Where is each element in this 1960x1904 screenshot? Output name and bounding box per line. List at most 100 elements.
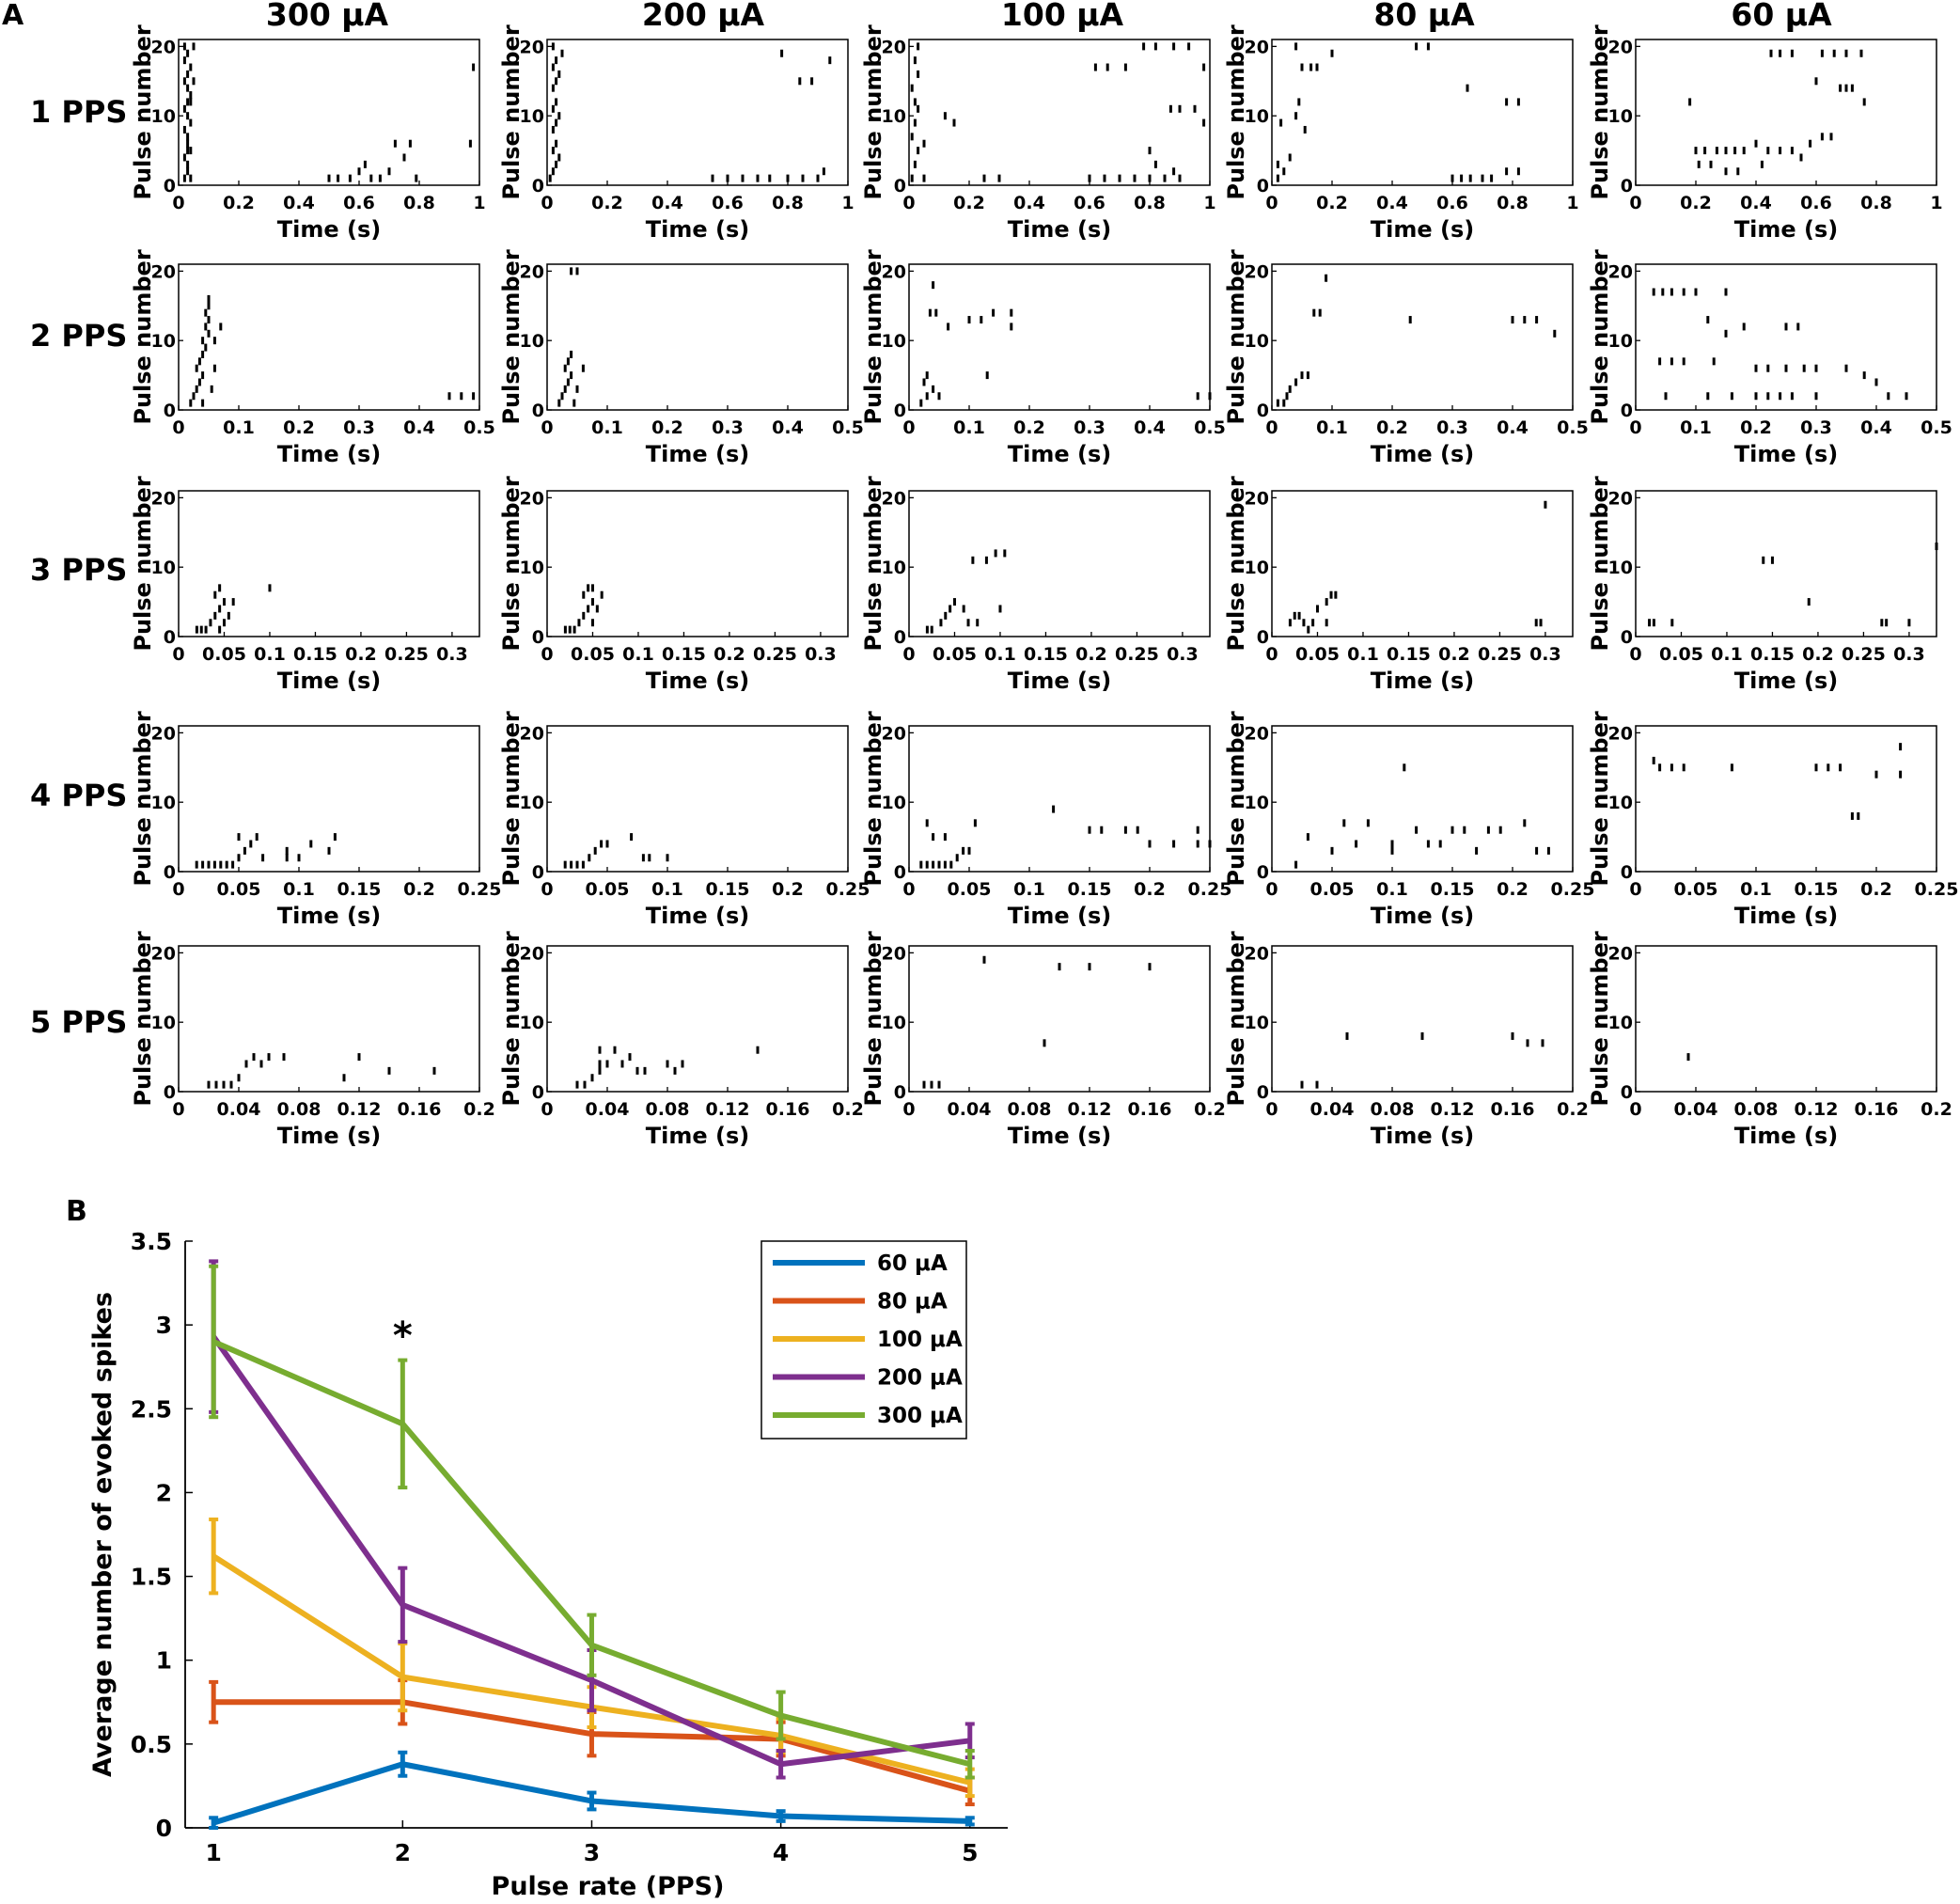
spike-mark [570,350,573,358]
spike-mark [673,1066,677,1075]
spike-mark [566,378,570,386]
spike-mark [952,118,956,127]
spike-mark [1839,763,1842,772]
spike-mark [209,619,212,627]
spike-mark [1652,288,1655,296]
spike-mark [944,611,948,620]
spike-mark [327,174,331,182]
spike-mark [237,1074,241,1082]
spike-mark [551,42,555,51]
raster-xtick-label: 0.08 [277,1099,321,1120]
raster-ytick-label: 10 [1245,558,1269,578]
spike-mark [768,174,772,182]
spike-mark [1415,826,1419,834]
spike-mark [1463,826,1466,834]
raster-ytick-label: 10 [1245,793,1269,813]
raster-axes-box [1635,39,1937,186]
spike-mark [947,323,950,331]
raster-panel: 0 10 20 0 0.2 0.4 0.6 0.8 1 Time (s) Pulse number [498,24,855,243]
raster-xtick-label: 0.8 [1860,193,1892,213]
spike-mark [213,590,217,599]
spike-mark [1814,364,1818,372]
raster-xtick-label: 0.8 [403,193,435,213]
raster-ytick-label: 10 [882,331,906,352]
spike-mark [218,584,222,592]
raster-xtick-label: 1 [1203,193,1215,213]
raster-ytick-label: 10 [1608,558,1633,578]
raster-ytick-label: 0 [1257,401,1269,421]
spike-mark [1516,98,1520,106]
spike-mark [992,308,996,317]
spike-mark [1172,840,1176,848]
raster-ytick-label: 10 [1245,106,1269,127]
spike-mark [408,139,412,148]
spike-mark [1178,104,1182,113]
spike-mark [342,1074,346,1082]
spike-mark [1408,316,1412,324]
raster-axes-box [908,945,1211,1093]
raster-xtick-label: 0.05 [217,879,261,900]
spike-mark [1288,153,1292,162]
spike-mark [955,854,959,862]
spike-mark [1820,49,1824,57]
raster-panel: 0 10 20 0 0.04 0.08 0.12 0.16 0.2 Time (s) Pulse n… [130,931,495,1149]
spike-mark [1534,619,1538,627]
raster-ytick-label: 10 [1608,1013,1633,1033]
raster-ytick-label: 20 [1245,488,1269,509]
raster-xtick-label: 0.05 [586,879,630,900]
raster-xlabel: Time (s) [1734,1123,1838,1149]
raster-xtick-label: 0.5 [832,417,864,438]
raster-xtick-label: 0 [541,879,553,900]
spike-mark [1193,104,1197,113]
raster-ylabel: Pulse number [498,249,525,424]
spike-mark [1315,1080,1319,1089]
raster-xtick-label: 0.4 [283,193,315,213]
raster-xtick-label: 0.5 [463,417,495,438]
raster-xtick-label: 0.04 [586,1099,630,1120]
spike-mark [1779,392,1782,401]
spike-mark [575,385,579,393]
raster-xtick-label: 0.2 [651,417,683,438]
raster-axes-box [1271,945,1574,1093]
spike-mark [1315,63,1319,71]
raster-xtick-label: 0.2 [463,1099,495,1120]
raster-xtick-label: 0.04 [948,1099,992,1120]
spike-mark [243,846,246,855]
spike-mark [1288,619,1292,627]
spike-mark [1715,147,1718,155]
spike-mark [1712,357,1716,366]
raster-xtick-label: 0.15 [1387,644,1431,665]
column-titles: 300 μA 200 μA 100 μA 80 μA 60 μA [266,0,1832,33]
spike-mark [1366,819,1370,827]
raster-axes-box [1271,39,1574,186]
raster-xlabel: Time (s) [1734,216,1838,243]
spike-mark [1325,274,1328,282]
spike-mark [1276,399,1279,407]
spike-mark [1546,846,1550,855]
column-title: 60 μA [1731,0,1832,33]
spike-mark [582,590,586,599]
raster-xlabel: Time (s) [646,668,749,694]
raster-panel: 0 10 20 0 0.05 0.1 0.15 0.2 0.25 Time (s) Pulse nu… [130,711,501,929]
raster-axes-box [908,263,1211,411]
spike-mark [1276,174,1279,182]
spike-mark [560,392,564,401]
spike-mark [910,84,914,92]
raster-xtick-label: 0 [1629,193,1641,213]
raster-xtick-label: 0.25 [1115,644,1159,665]
spike-mark [666,1060,669,1068]
spike-mark [213,611,217,620]
spike-mark [1706,316,1710,324]
spike-mark [551,84,555,92]
raster-xtick-label: 0.3 [1436,417,1468,438]
spike-mark [195,385,198,393]
spike-mark [1754,392,1758,401]
spike-mark [930,1080,933,1089]
spike-mark [1052,805,1056,813]
raster-ytick-label: 10 [520,331,544,352]
spike-mark [1730,392,1733,401]
raster-ytick-label: 20 [882,488,906,509]
spike-mark [195,364,198,372]
raster-ylabel: Pulse number [1223,24,1249,199]
raster-axes-box [908,39,1211,186]
